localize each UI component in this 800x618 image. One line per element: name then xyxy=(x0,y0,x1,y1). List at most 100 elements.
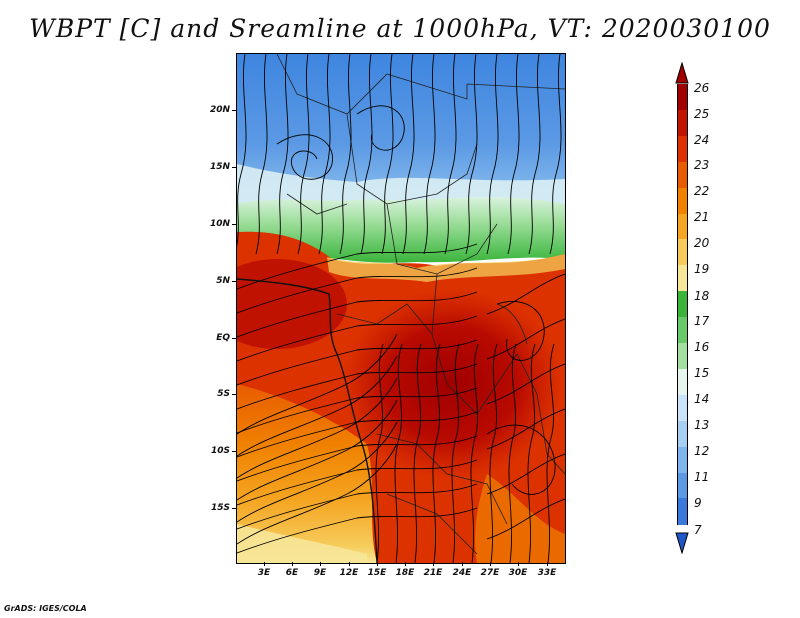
streamline xyxy=(549,54,562,255)
streamline xyxy=(297,54,310,255)
streamline xyxy=(470,343,479,563)
lon-tick xyxy=(547,562,548,566)
lon-tick xyxy=(405,562,406,566)
streamline xyxy=(237,443,398,545)
streamline xyxy=(528,54,541,255)
streamline xyxy=(237,315,478,362)
streamline xyxy=(356,105,405,151)
lon-label: 12E xyxy=(339,568,359,578)
streamline xyxy=(237,421,398,523)
colorbar-segment xyxy=(677,84,688,111)
colorbar-label: 19 xyxy=(694,262,710,276)
lon-tick xyxy=(433,562,434,566)
streamline xyxy=(237,54,247,247)
lon-tick xyxy=(518,562,519,566)
lon-tick xyxy=(462,562,463,566)
lon-label: 9E xyxy=(313,568,327,578)
lon-label: 33E xyxy=(537,568,557,578)
streamline xyxy=(451,343,460,563)
lat-tick xyxy=(232,167,236,168)
lon-tick xyxy=(320,562,321,566)
streamline xyxy=(496,300,545,361)
lat-label: 10N xyxy=(209,219,230,229)
streamline xyxy=(465,54,478,255)
streamline xyxy=(444,54,457,255)
streamline xyxy=(546,343,555,563)
colorbar-label: 11 xyxy=(694,470,710,484)
colorbar-segment xyxy=(677,161,688,189)
streamline xyxy=(237,267,478,314)
wbpt-field xyxy=(237,54,565,563)
lon-tick xyxy=(264,562,265,566)
map-plot xyxy=(236,53,566,564)
lat-label: 10S xyxy=(210,446,230,456)
lon-tick xyxy=(490,562,491,566)
lon-tick xyxy=(349,562,350,566)
colorbar-segment xyxy=(677,317,688,344)
hot-core xyxy=(342,289,562,479)
streamline xyxy=(237,387,478,434)
streamline xyxy=(237,377,398,479)
colorbar-segment xyxy=(677,394,688,422)
streamline xyxy=(237,507,478,554)
streamline xyxy=(360,54,373,255)
streamline xyxy=(237,363,478,410)
streamline xyxy=(237,483,478,530)
colorbar-label: 23 xyxy=(694,158,710,172)
colorbar-segment xyxy=(677,291,688,318)
colorbar-segment xyxy=(677,135,688,163)
lon-label: 21E xyxy=(423,568,443,578)
colorbar-label: 7 xyxy=(694,523,702,537)
streamline xyxy=(486,424,556,495)
lon-label: 6E xyxy=(285,568,299,578)
streamlines xyxy=(237,54,565,563)
streamline xyxy=(255,54,268,255)
streamline xyxy=(237,333,398,435)
sw-pale xyxy=(237,524,367,563)
streamline xyxy=(413,343,422,563)
colorbar-label: 24 xyxy=(694,133,710,147)
se-region xyxy=(475,474,565,563)
colorbar-label: 14 xyxy=(694,392,710,406)
colorbar-segment xyxy=(677,368,688,396)
lat-label: EQ xyxy=(216,333,230,343)
lat-label: 5N xyxy=(216,276,230,286)
streamline xyxy=(339,54,352,255)
lon-label: 3E xyxy=(257,568,271,578)
streamline xyxy=(237,339,478,386)
colorbar-label: 21 xyxy=(694,210,710,224)
lat-tick xyxy=(232,508,236,509)
streamline xyxy=(237,243,478,290)
streamline xyxy=(486,54,499,255)
colorbar-segment xyxy=(677,472,688,499)
streamline xyxy=(276,54,289,255)
streamline xyxy=(486,318,565,360)
streamline xyxy=(276,134,333,180)
lat-label: 20N xyxy=(209,105,230,115)
streamline xyxy=(486,408,565,450)
lon-tick xyxy=(292,562,293,566)
colorbar-label: 20 xyxy=(694,236,710,250)
colorbar-segment xyxy=(677,239,688,266)
colorbar-segment xyxy=(677,265,688,292)
colorbar-label: 12 xyxy=(694,444,710,458)
lat-tick xyxy=(232,451,236,452)
lon-tick xyxy=(377,562,378,566)
streamline xyxy=(237,291,478,338)
lat-tick xyxy=(232,110,236,111)
colorbar-segment xyxy=(677,420,688,448)
coastline xyxy=(237,278,378,563)
streamline xyxy=(423,54,436,255)
streamline xyxy=(507,54,520,255)
lat-tick xyxy=(232,394,236,395)
colorbar-label: 13 xyxy=(694,418,710,432)
colorbar-segment xyxy=(677,109,688,137)
colorbar-label: 15 xyxy=(694,366,710,380)
colorbar-bottom-arrow xyxy=(675,532,689,554)
colorbar-label: 17 xyxy=(694,314,710,328)
lon-label: 27E xyxy=(480,568,500,578)
lon-label: 18E xyxy=(395,568,415,578)
lat-label: 15N xyxy=(209,162,230,172)
streamline xyxy=(486,363,565,405)
streamline xyxy=(375,343,384,563)
